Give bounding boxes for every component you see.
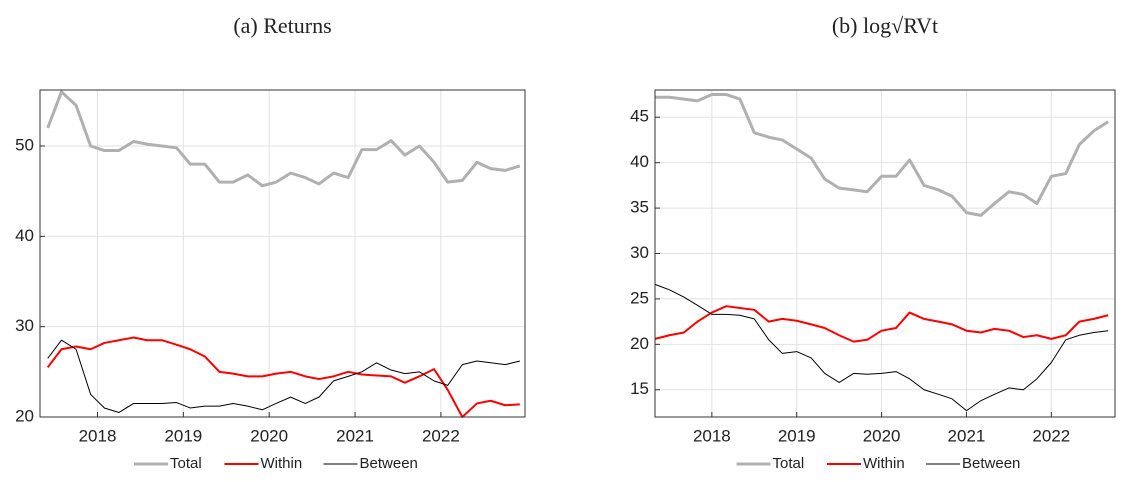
- y-tick-label: 25: [630, 288, 649, 307]
- x-tick-label: 2022: [422, 426, 460, 445]
- plot-area: [40, 90, 525, 417]
- y-tick-label: 20: [630, 334, 649, 353]
- legend-label: Within: [863, 455, 905, 472]
- x-tick-label: 2019: [164, 426, 202, 445]
- series-line: [654, 283, 1109, 412]
- y-tick-label: 45: [630, 107, 649, 126]
- y-tick-label: 20: [15, 406, 34, 425]
- series-line: [47, 339, 520, 413]
- x-tick-label: 2022: [1032, 426, 1070, 445]
- x-tick-label: 2019: [778, 426, 816, 445]
- legend-label: Total: [170, 455, 202, 472]
- y-tick-label: 30: [630, 243, 649, 262]
- legend-label: Between: [360, 455, 418, 472]
- series-line: [655, 93, 1110, 217]
- x-tick-label: 2020: [863, 426, 901, 445]
- legend-label: Between: [962, 455, 1020, 472]
- y-tick-label: 30: [15, 316, 34, 335]
- chart-title: (a) Returns: [233, 13, 331, 38]
- series-line: [654, 305, 1109, 343]
- legend-label: Within: [261, 455, 303, 472]
- x-tick-label: 2021: [336, 426, 374, 445]
- x-tick-label: 2018: [79, 426, 117, 445]
- x-tick-label: 2020: [250, 426, 288, 445]
- y-tick-label: 35: [630, 198, 649, 217]
- y-tick-label: 50: [15, 135, 34, 154]
- y-tick-label: 15: [630, 379, 649, 398]
- y-tick-label: 40: [15, 226, 34, 245]
- x-tick-label: 2018: [693, 426, 731, 445]
- series-line: [46, 90, 521, 188]
- y-tick-label: 40: [630, 152, 649, 171]
- plot-frame: [654, 89, 1116, 418]
- plot-frame: [39, 89, 526, 418]
- legend-label: Total: [773, 455, 805, 472]
- series-line: [46, 336, 520, 418]
- chart-title: (b) log√RVt: [832, 13, 938, 38]
- x-tick-label: 2021: [948, 426, 986, 445]
